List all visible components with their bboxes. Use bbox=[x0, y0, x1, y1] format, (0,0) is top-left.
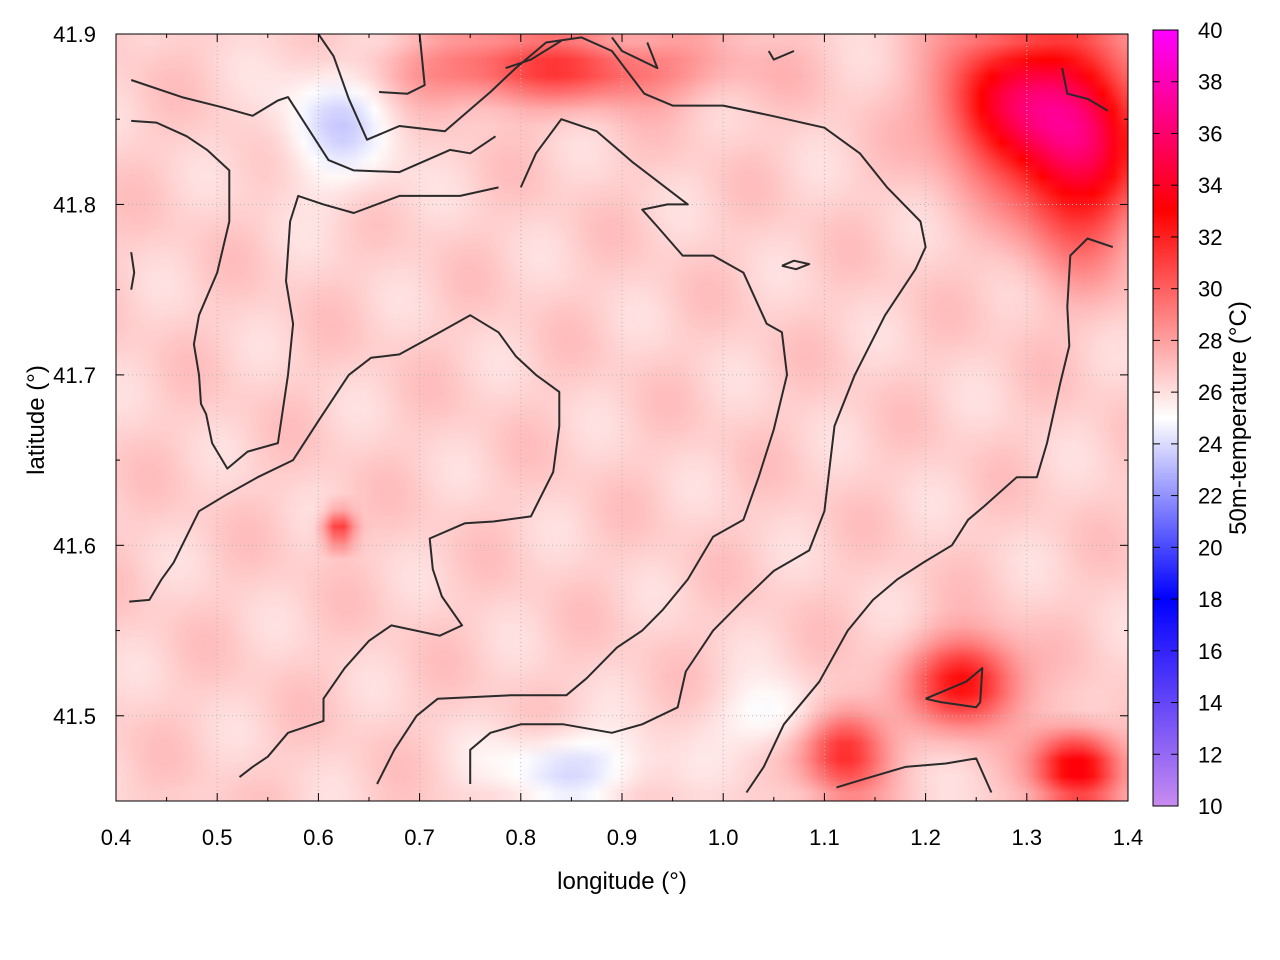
contour-line bbox=[129, 314, 561, 778]
x-tick-label: 0.6 bbox=[303, 825, 334, 850]
colorbar-ticks: 10 12 14 16 18 20 22 24 26 28 30 32 34 36 38 40 bbox=[1153, 18, 1222, 819]
colorbar-tick-label: 18 bbox=[1198, 587, 1222, 612]
colorbar-label: 50m-temperature (°C) bbox=[1225, 301, 1252, 535]
grid-lines bbox=[116, 34, 1128, 801]
contour-line bbox=[781, 259, 811, 271]
contour-line bbox=[1061, 67, 1109, 112]
x-tick-label: 0.8 bbox=[506, 825, 537, 850]
y-tick-label: 41.8 bbox=[53, 192, 96, 217]
y-tick-label: 41.6 bbox=[53, 533, 96, 558]
contour-line bbox=[131, 119, 499, 470]
x-tick-label: 1.1 bbox=[809, 825, 840, 850]
contour-line bbox=[317, 34, 927, 784]
x-axis-label: longitude (°) bbox=[557, 868, 687, 895]
contour-line bbox=[836, 757, 993, 793]
colorbar-tick-label: 12 bbox=[1198, 742, 1222, 767]
heatmap-layer bbox=[116, 34, 1128, 801]
x-tick-label: 0.7 bbox=[404, 825, 435, 850]
y-axis-label: latitude (°) bbox=[23, 365, 50, 475]
colorbar-tick-label: 10 bbox=[1198, 794, 1222, 819]
x-tick-label: 1.0 bbox=[708, 825, 739, 850]
y-tick-label: 41.5 bbox=[53, 704, 96, 729]
colorbar-tick-label: 14 bbox=[1198, 691, 1222, 716]
colorbar-tick-label: 40 bbox=[1198, 18, 1222, 43]
colorbar-tick-label: 30 bbox=[1198, 277, 1222, 302]
x-tick-label: 0.4 bbox=[101, 825, 132, 850]
colorbar-tick-label: 36 bbox=[1198, 121, 1222, 146]
contour-line bbox=[376, 118, 788, 785]
contour-line bbox=[130, 79, 497, 174]
colorbar-tick-label: 16 bbox=[1198, 639, 1222, 664]
colorbar-tick-label: 38 bbox=[1198, 70, 1222, 95]
contour-line bbox=[379, 34, 426, 95]
x-tick-label: 1.4 bbox=[1113, 825, 1144, 850]
colorbar-tick-label: 24 bbox=[1198, 432, 1222, 457]
colorbar-tick-label: 20 bbox=[1198, 535, 1222, 560]
contour-line bbox=[611, 36, 659, 70]
colorbar-tick-label: 22 bbox=[1198, 484, 1222, 509]
contour-line bbox=[745, 237, 1114, 794]
contour-line bbox=[505, 39, 562, 70]
x-tick-label: 1.2 bbox=[910, 825, 941, 850]
colorbar-tick-label: 34 bbox=[1198, 173, 1222, 198]
y-tick-label: 41.9 bbox=[53, 22, 96, 47]
y-tick-label: 41.7 bbox=[53, 363, 96, 388]
contour-line bbox=[767, 50, 795, 61]
contour-line bbox=[130, 252, 136, 290]
colorbar bbox=[1152, 29, 1179, 807]
x-tick-label: 0.5 bbox=[202, 825, 233, 850]
x-tick-label: 0.9 bbox=[607, 825, 638, 850]
colorbar-tick-label: 26 bbox=[1198, 380, 1222, 405]
axis-ticks: 0.4 0.5 0.6 0.7 0.8 0.9 1.0 1.1 1.2 1.3 1.4 41.5 41.… bbox=[53, 22, 1143, 850]
contour-line bbox=[925, 667, 984, 709]
colorbar-tick-label: 28 bbox=[1198, 328, 1222, 353]
heatmap-image bbox=[116, 34, 1128, 801]
contour-lines bbox=[129, 34, 1114, 794]
colorbar-tick-label: 32 bbox=[1198, 225, 1222, 250]
x-tick-label: 1.3 bbox=[1012, 825, 1043, 850]
